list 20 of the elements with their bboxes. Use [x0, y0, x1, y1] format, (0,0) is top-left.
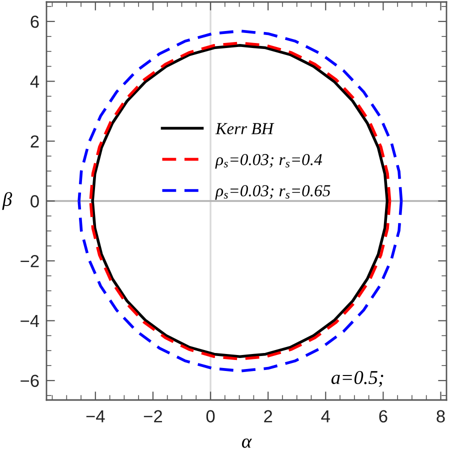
- legend-label: ρ$_{s}$=0.03; r$_{s}$=0.65: [215, 185, 330, 200]
- x-tick-label: 8: [436, 410, 445, 422]
- x-tick-label: −4: [86, 410, 105, 422]
- x-tick-label: 6: [379, 410, 388, 422]
- annotation: a=0.5;: [331, 370, 384, 387]
- x-tick-label: 4: [321, 410, 330, 422]
- x-tick-label: −2: [144, 410, 162, 422]
- y-tick-label: −2: [20, 255, 39, 268]
- y-axis-title: β: [2, 192, 12, 210]
- y-tick-label: −4: [20, 315, 40, 327]
- y-tick-label: 4: [30, 76, 40, 88]
- x-axis-title: α: [242, 438, 252, 448]
- y-tick-label: −6: [20, 374, 39, 388]
- x-tick-label: 2: [264, 410, 272, 422]
- x-tick-label: 0: [206, 410, 215, 422]
- y-tick-label: 6: [30, 16, 39, 28]
- legend-label: Kerr BH: [215, 123, 274, 134]
- y-tick-label: 0: [30, 195, 39, 208]
- legend-label: ρ$_{s}$=0.03; r$_{s}$=0.4: [215, 154, 322, 169]
- y-tick-label: 2: [30, 135, 39, 148]
